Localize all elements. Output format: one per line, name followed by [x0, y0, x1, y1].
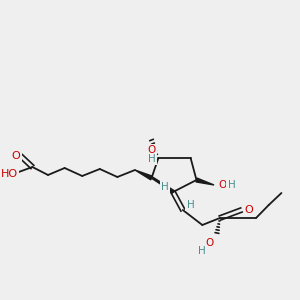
Text: H: H [161, 182, 169, 192]
Text: H: H [148, 154, 155, 164]
Polygon shape [196, 178, 214, 185]
Text: O: O [11, 151, 20, 161]
Polygon shape [135, 170, 152, 180]
Text: HO: HO [0, 169, 17, 179]
Text: O: O [245, 205, 254, 215]
Text: H: H [199, 246, 206, 256]
Text: H: H [228, 180, 236, 190]
Text: O: O [219, 180, 227, 190]
Text: O: O [205, 238, 213, 248]
Text: O: O [147, 145, 156, 155]
Polygon shape [152, 177, 174, 194]
Text: H: H [187, 200, 194, 210]
